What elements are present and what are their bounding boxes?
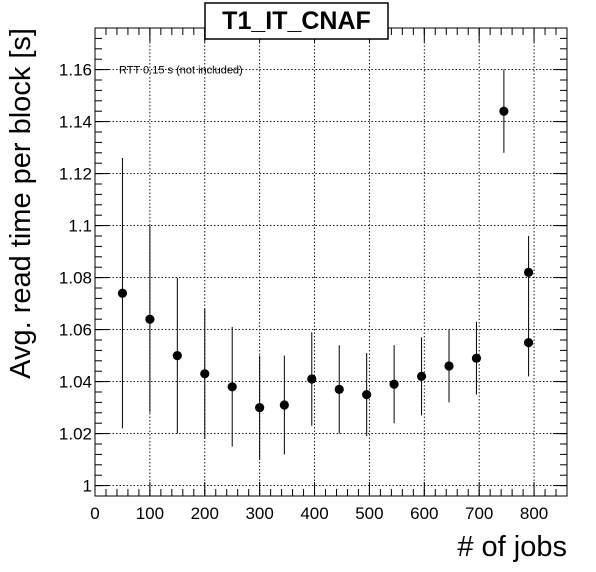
x-tick-label: 400 — [300, 504, 328, 523]
annotation-text: RTT 0.15 s (not included) — [119, 65, 243, 77]
x-tick-label: 700 — [465, 504, 493, 523]
data-point — [172, 351, 182, 361]
y-axis-title: Avg. read time per block [s] — [5, 28, 37, 379]
x-tick-labels: 0 100 200 300 400 500 600 700 800 — [90, 504, 548, 523]
data-point — [389, 379, 399, 389]
x-tick-label: 800 — [520, 504, 548, 523]
x-tick-label: 500 — [355, 504, 383, 523]
data-point — [444, 361, 454, 371]
x-tick-label: 300 — [245, 504, 273, 523]
x-tick-label: 600 — [410, 504, 438, 523]
data-point — [523, 338, 534, 348]
data-point — [334, 384, 344, 394]
data-point — [255, 403, 265, 413]
data-points — [117, 69, 534, 460]
chart-title: T1_IT_CNAF — [222, 7, 371, 35]
x-tick-label: 0 — [90, 504, 99, 523]
y-tick-label: 1.02 — [59, 425, 92, 444]
data-point — [227, 382, 237, 392]
x-axis-title: # of jobs — [457, 531, 567, 563]
data-point — [362, 390, 372, 400]
data-point — [416, 371, 427, 381]
y-tick-label: 1.08 — [59, 269, 92, 288]
x-tick-label: 100 — [136, 504, 164, 523]
y-tick-label: 1.06 — [59, 321, 92, 340]
data-point — [499, 106, 509, 116]
y-tick-labels: 1 1.02 1.04 1.06 1.08 1.1 1.12 1.14 1.16 — [59, 61, 92, 496]
y-tick-label: 1 — [83, 477, 92, 496]
title-box — [204, 2, 389, 40]
y-tick-label: 1.14 — [59, 113, 92, 132]
y-tick-label: 1.04 — [59, 373, 92, 392]
data-point — [200, 369, 210, 379]
data-point — [471, 353, 482, 363]
y-tick-label: 1.16 — [59, 61, 92, 80]
data-point — [117, 288, 128, 298]
data-point — [145, 314, 155, 324]
y-tick-label: 1.12 — [59, 165, 92, 184]
y-tick-label: 1.1 — [68, 217, 92, 236]
data-point — [523, 267, 534, 277]
data-point — [307, 374, 317, 384]
grid-lines — [95, 28, 567, 496]
data-point — [279, 400, 289, 410]
plot-frame — [94, 27, 568, 497]
x-tick-label: 200 — [191, 504, 219, 523]
axis-ticks — [94, 27, 568, 497]
